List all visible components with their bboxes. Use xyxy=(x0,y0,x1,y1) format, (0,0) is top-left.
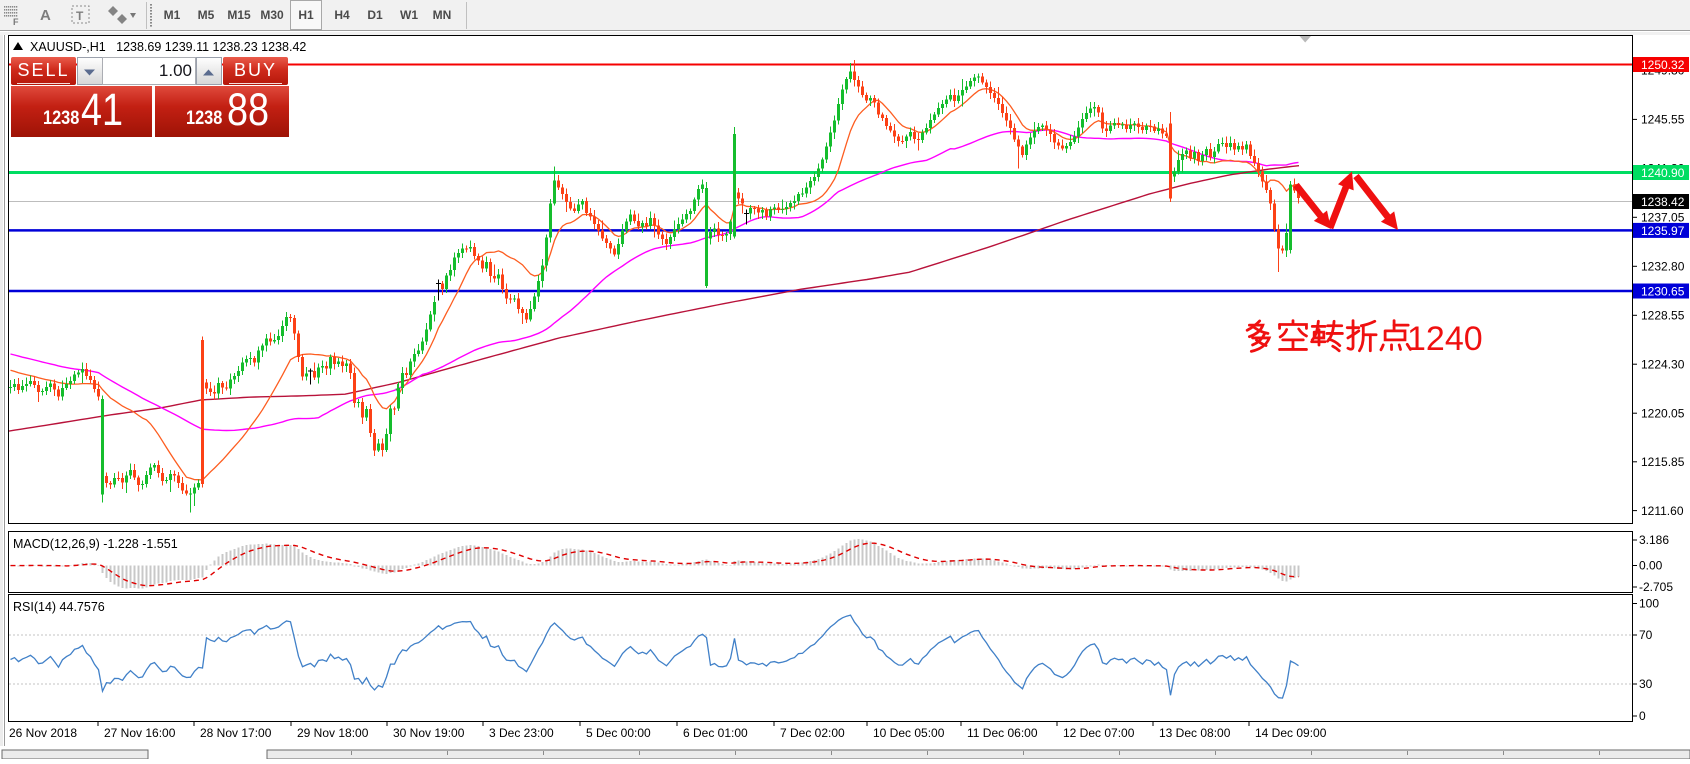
svg-text:28 Nov 17:00: 28 Nov 17:00 xyxy=(200,726,272,740)
svg-text:1232.80: 1232.80 xyxy=(1641,260,1685,274)
svg-text:1235.97: 1235.97 xyxy=(1641,224,1685,238)
svg-text:0: 0 xyxy=(1639,709,1646,723)
svg-text:1240: 1240 xyxy=(1407,320,1483,358)
svg-text:100: 100 xyxy=(1639,597,1659,611)
svg-text:5 Dec 00:00: 5 Dec 00:00 xyxy=(586,726,651,740)
svg-text:RSI(14) 44.7576: RSI(14) 44.7576 xyxy=(13,600,105,614)
svg-text:1230.65: 1230.65 xyxy=(1641,285,1685,299)
svg-text:26 Nov 2018: 26 Nov 2018 xyxy=(9,726,77,740)
svg-text:1237.05: 1237.05 xyxy=(1641,211,1685,225)
svg-text:10 Dec 05:00: 10 Dec 05:00 xyxy=(873,726,945,740)
svg-text:A: A xyxy=(40,7,51,24)
svg-text:-2.705: -2.705 xyxy=(1639,580,1673,594)
svg-text:1240.90: 1240.90 xyxy=(1641,166,1685,180)
svg-text:1220.05: 1220.05 xyxy=(1641,406,1685,420)
svg-text:3.186: 3.186 xyxy=(1639,533,1669,547)
svg-text:30: 30 xyxy=(1639,677,1653,691)
svg-text:1250.32: 1250.32 xyxy=(1641,58,1685,72)
svg-text:70: 70 xyxy=(1639,628,1653,642)
svg-text:6 Dec 01:00: 6 Dec 01:00 xyxy=(683,726,748,740)
svg-text:12 Dec 07:00: 12 Dec 07:00 xyxy=(1063,726,1135,740)
svg-text:29 Nov 18:00: 29 Nov 18:00 xyxy=(297,726,369,740)
svg-text:1224.30: 1224.30 xyxy=(1641,357,1685,371)
svg-text:T: T xyxy=(76,9,84,23)
svg-text:F: F xyxy=(13,17,19,27)
svg-text:3 Dec 23:00: 3 Dec 23:00 xyxy=(489,726,554,740)
svg-text:14 Dec 09:00: 14 Dec 09:00 xyxy=(1255,726,1327,740)
svg-text:11 Dec 06:00: 11 Dec 06:00 xyxy=(967,726,1038,740)
svg-text:MACD(12,26,9) -1.228 -1.551: MACD(12,26,9) -1.228 -1.551 xyxy=(13,537,178,551)
svg-text:7 Dec 02:00: 7 Dec 02:00 xyxy=(780,726,845,740)
svg-text:1245.55: 1245.55 xyxy=(1641,113,1685,127)
svg-text:13 Dec 08:00: 13 Dec 08:00 xyxy=(1159,726,1231,740)
svg-text:1228.55: 1228.55 xyxy=(1641,309,1685,323)
svg-text:27 Nov 16:00: 27 Nov 16:00 xyxy=(104,726,176,740)
svg-text:0.00: 0.00 xyxy=(1639,559,1663,573)
svg-text:30 Nov 19:00: 30 Nov 19:00 xyxy=(393,726,465,740)
svg-text:1238.42: 1238.42 xyxy=(1641,195,1685,209)
svg-text:1215.85: 1215.85 xyxy=(1641,455,1685,469)
svg-text:1211.60: 1211.60 xyxy=(1641,504,1684,518)
